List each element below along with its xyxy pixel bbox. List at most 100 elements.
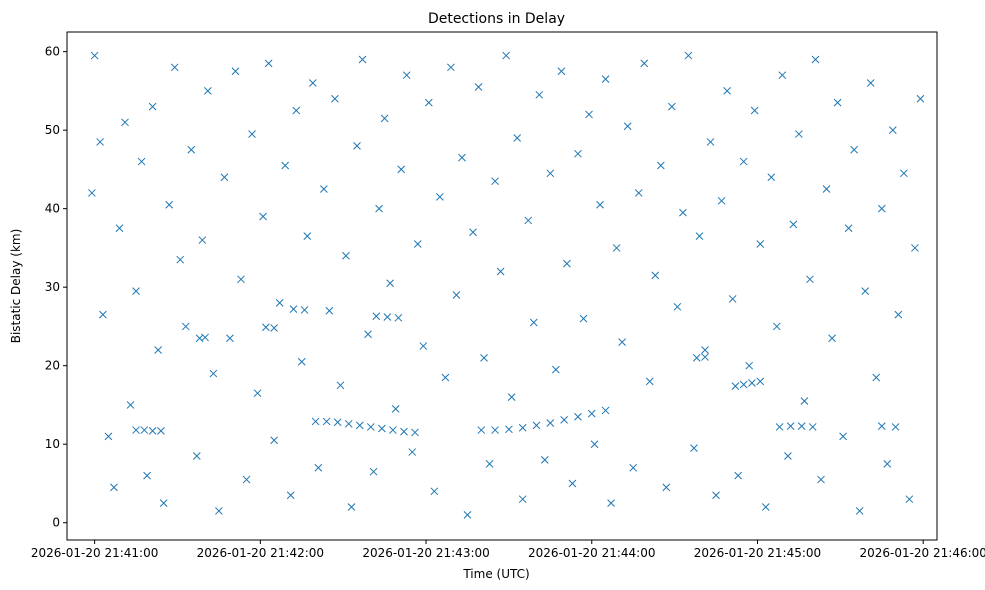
data-point [115, 224, 124, 233]
data-point [844, 224, 853, 233]
data-point [601, 406, 610, 415]
data-point [132, 287, 140, 295]
data-point [372, 312, 381, 321]
data-point [618, 338, 626, 346]
y-tick-label: 10 [45, 437, 60, 451]
data-point [204, 87, 212, 95]
data-point [140, 426, 149, 434]
data-point [756, 377, 765, 386]
data-point [532, 421, 541, 430]
data-point [645, 377, 654, 386]
data-point [264, 59, 273, 68]
data-point [579, 314, 588, 323]
data-point [891, 423, 900, 431]
data-point [383, 313, 392, 321]
x-tick-label: 2026-01-20 21:41:00 [31, 546, 158, 560]
data-point [389, 426, 397, 434]
data-point [333, 418, 342, 427]
data-point [347, 503, 356, 511]
data-point [872, 373, 881, 382]
data-point [524, 216, 533, 225]
data-point [358, 55, 367, 64]
data-point [137, 157, 146, 166]
data-point [322, 417, 331, 426]
data-point [292, 106, 301, 115]
data-point [585, 110, 593, 119]
data-point [126, 401, 135, 409]
data-point [684, 51, 693, 60]
data-point [656, 161, 665, 170]
data-point [391, 405, 400, 413]
data-point [320, 185, 328, 193]
data-point [474, 83, 483, 91]
x-axis: 2026-01-20 21:41:00 2026-01-20 21:42:00 20… [31, 540, 985, 560]
x-tick-label: 2026-01-20 21:46:00 [859, 546, 985, 560]
data-point [900, 169, 908, 178]
data-point [800, 397, 809, 405]
data-point [640, 59, 649, 68]
data-point [436, 193, 444, 201]
data-point [797, 422, 806, 431]
data-point [877, 204, 886, 213]
data-point [165, 200, 174, 209]
data-point [668, 102, 676, 111]
data-point [552, 365, 560, 374]
data-point [480, 353, 488, 362]
data-point [386, 279, 394, 288]
data-point [187, 145, 196, 154]
data-point [546, 419, 555, 427]
data-point [607, 499, 615, 507]
data-point [529, 318, 538, 327]
data-point [502, 51, 510, 60]
data-point [132, 426, 140, 434]
data-point [215, 507, 223, 515]
data-point [253, 389, 262, 398]
data-point [789, 220, 798, 229]
data-point [507, 393, 516, 401]
data-point [104, 432, 113, 441]
data-point [866, 79, 875, 87]
data-point [839, 432, 847, 441]
y-tick-label: 0 [52, 516, 60, 530]
y-tick-label: 40 [45, 202, 60, 216]
data-point [612, 244, 621, 252]
data-point [916, 94, 925, 103]
y-tick-label: 60 [45, 45, 60, 59]
data-points [88, 51, 925, 519]
data-point [748, 379, 756, 387]
data-point [784, 452, 792, 460]
data-point [828, 334, 836, 343]
data-point [220, 173, 229, 182]
data-point [822, 185, 831, 193]
data-point [289, 305, 298, 314]
data-point [806, 275, 814, 284]
data-point [756, 240, 765, 248]
data-point [148, 427, 157, 435]
y-tick-label: 50 [45, 123, 60, 137]
data-point [850, 145, 858, 154]
data-point [491, 177, 499, 186]
data-point [452, 291, 461, 299]
data-point [170, 63, 179, 72]
data-point [297, 357, 306, 366]
data-point [546, 169, 555, 178]
data-point [535, 90, 544, 99]
data-point [375, 204, 383, 213]
data-point [394, 313, 403, 322]
data-point [717, 196, 726, 205]
x-tick-label: 2026-01-20 21:44:00 [528, 546, 655, 560]
data-point [300, 306, 309, 314]
data-point [811, 55, 820, 64]
data-point [143, 471, 151, 480]
data-point [692, 353, 701, 362]
data-point [99, 310, 107, 319]
data-point [110, 483, 118, 492]
data-point [270, 324, 278, 332]
y-axis-label: Bistatic Delay (km) [9, 229, 23, 344]
data-point [855, 507, 864, 515]
data-point [364, 330, 372, 339]
data-point [270, 436, 278, 445]
data-point [634, 189, 643, 197]
data-point [237, 275, 245, 284]
